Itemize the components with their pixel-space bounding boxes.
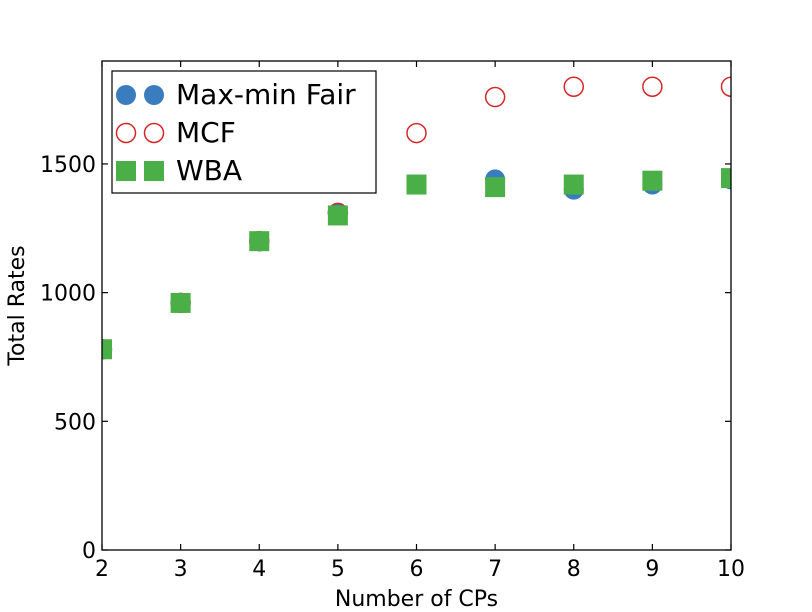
data-point-series-1 [563, 76, 584, 97]
legend-marker [144, 85, 164, 105]
data-point-series-1 [406, 122, 427, 144]
data-point-series-1 [484, 86, 506, 108]
y-axis-label: Total Rates [5, 245, 30, 366]
x-tick-label: 6 [410, 557, 424, 582]
legend-marker [116, 161, 136, 181]
x-tick-label: 7 [488, 557, 502, 582]
x-tick-label: 10 [717, 557, 745, 582]
data-marks [102, 76, 731, 360]
x-tick-label: 4 [252, 557, 266, 582]
legend-label: WBA [176, 154, 242, 187]
y-tick-label: 0 [82, 539, 96, 564]
data-point-series-2 [485, 177, 506, 198]
legend-marker [116, 85, 136, 105]
data-point-series-2 [327, 205, 348, 226]
data-point-series-2 [102, 339, 112, 360]
x-axis-label: Number of CPs [335, 587, 498, 612]
legend-label: Max-min Fair [176, 78, 356, 111]
data-point-series-2 [249, 231, 270, 252]
x-tick-label: 5 [331, 557, 345, 582]
x-tick-label: 8 [567, 557, 581, 582]
y-tick-label: 1000 [40, 282, 96, 307]
data-point-series-2 [642, 170, 663, 191]
legend: Max-min Fair MCF WBA [111, 70, 377, 194]
data-point-series-2 [170, 292, 191, 313]
legend-marker [143, 122, 165, 144]
y-tick-label: 500 [54, 410, 96, 435]
legend-marker [144, 161, 164, 181]
x-tick-label: 3 [174, 557, 188, 582]
data-point-series-1 [720, 76, 731, 97]
data-point-series-2 [721, 168, 731, 189]
data-point-series-1 [642, 76, 663, 97]
legend-label: MCF [176, 116, 236, 149]
data-point-series-2 [563, 174, 584, 195]
x-tick-label: 9 [645, 557, 659, 582]
y-tick-label: 1500 [40, 153, 96, 178]
legend-marker [115, 122, 137, 144]
x-tick-label: 2 [95, 557, 109, 582]
data-point-series-2 [406, 174, 427, 195]
axis-ticks: 2 3 4 5 6 7 8 9 10 0 500 1000 1500 [40, 61, 745, 582]
